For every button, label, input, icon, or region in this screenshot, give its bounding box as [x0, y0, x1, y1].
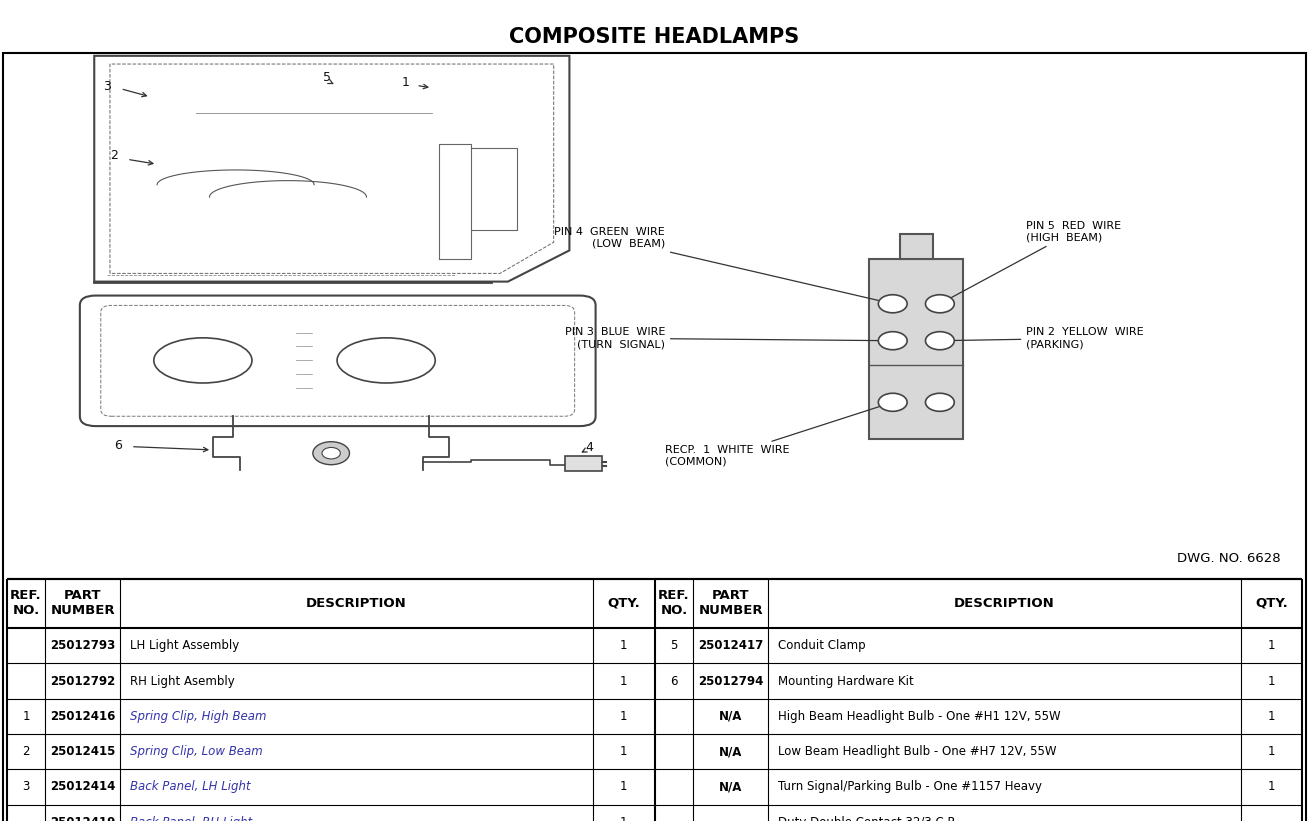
- Circle shape: [925, 295, 954, 313]
- Text: 25012419: 25012419: [50, 816, 115, 821]
- Text: 1: 1: [1268, 640, 1275, 652]
- Text: Mounting Hardware Kit: Mounting Hardware Kit: [779, 675, 914, 687]
- Text: 25012414: 25012414: [50, 781, 115, 793]
- Text: 6: 6: [114, 439, 122, 452]
- Bar: [901, 234, 932, 259]
- Text: Duty Double Contact 32/3 C.P.: Duty Double Contact 32/3 C.P.: [779, 816, 957, 821]
- Text: COMPOSITE HEADLAMPS: COMPOSITE HEADLAMPS: [509, 27, 800, 47]
- Text: 2: 2: [22, 745, 30, 758]
- Text: RH Light Asembly: RH Light Asembly: [131, 675, 236, 687]
- Text: 1: 1: [402, 76, 410, 89]
- Text: 1: 1: [620, 781, 627, 793]
- Text: Back Panel, RH Light: Back Panel, RH Light: [131, 816, 253, 821]
- Text: Spring Clip, High Beam: Spring Clip, High Beam: [131, 710, 267, 722]
- Text: REF.
NO.: REF. NO.: [658, 589, 690, 617]
- Text: QTY.: QTY.: [607, 597, 640, 610]
- Text: Spring Clip, Low Beam: Spring Clip, Low Beam: [131, 745, 263, 758]
- Text: Turn Signal/Parking Bulb - One #1157 Heavy: Turn Signal/Parking Bulb - One #1157 Hea…: [779, 781, 1042, 793]
- Circle shape: [925, 393, 954, 411]
- Text: 1: 1: [620, 640, 627, 652]
- Text: N/A: N/A: [719, 745, 742, 758]
- Text: 4: 4: [585, 441, 593, 454]
- Text: 25012794: 25012794: [698, 675, 763, 687]
- Text: 25012416: 25012416: [50, 710, 115, 722]
- Text: 1: 1: [620, 745, 627, 758]
- Text: PIN 3  BLUE  WIRE
(TURN  SIGNAL): PIN 3 BLUE WIRE (TURN SIGNAL): [564, 328, 889, 349]
- Text: 1: 1: [620, 675, 627, 687]
- Text: 25012792: 25012792: [50, 675, 115, 687]
- Text: LH Light Assembly: LH Light Assembly: [131, 640, 240, 652]
- Text: REF.
NO.: REF. NO.: [10, 589, 42, 617]
- Text: 1: 1: [1268, 745, 1275, 758]
- Text: 25012417: 25012417: [698, 640, 763, 652]
- Text: PIN 5  RED  WIRE
(HIGH  BEAM): PIN 5 RED WIRE (HIGH BEAM): [944, 221, 1122, 302]
- Text: DESCRIPTION: DESCRIPTION: [954, 597, 1055, 610]
- Text: QTY.: QTY.: [1255, 597, 1288, 610]
- Text: 5: 5: [670, 640, 678, 652]
- Text: 2: 2: [110, 149, 118, 163]
- Circle shape: [322, 447, 340, 459]
- Text: PART
NUMBER: PART NUMBER: [698, 589, 763, 617]
- Text: 25012415: 25012415: [50, 745, 115, 758]
- Text: N/A: N/A: [719, 781, 742, 793]
- Text: PIN 2  YELLOW  WIRE
(PARKING): PIN 2 YELLOW WIRE (PARKING): [944, 328, 1144, 349]
- Text: 5: 5: [323, 71, 331, 85]
- Bar: [565, 456, 602, 471]
- Circle shape: [925, 332, 954, 350]
- Circle shape: [313, 442, 350, 465]
- Text: PIN 4  GREEN  WIRE
(LOW  BEAM): PIN 4 GREEN WIRE (LOW BEAM): [554, 227, 889, 304]
- Text: 1: 1: [620, 816, 627, 821]
- Text: DWG. NO. 6628: DWG. NO. 6628: [1177, 552, 1280, 565]
- Text: High Beam Headlight Bulb - One #H1 12V, 55W: High Beam Headlight Bulb - One #H1 12V, …: [779, 710, 1062, 722]
- Circle shape: [878, 295, 907, 313]
- Text: DESCRIPTION: DESCRIPTION: [306, 597, 407, 610]
- Circle shape: [878, 393, 907, 411]
- Bar: [869, 259, 963, 439]
- Text: 1: 1: [1268, 781, 1275, 793]
- Text: 25012793: 25012793: [50, 640, 115, 652]
- Text: 1: 1: [1268, 675, 1275, 687]
- Text: 1: 1: [1268, 710, 1275, 722]
- Text: N/A: N/A: [719, 710, 742, 722]
- Text: PART
NUMBER: PART NUMBER: [50, 589, 115, 617]
- Text: Low Beam Headlight Bulb - One #H7 12V, 55W: Low Beam Headlight Bulb - One #H7 12V, 5…: [779, 745, 1056, 758]
- Text: Conduit Clamp: Conduit Clamp: [779, 640, 867, 652]
- Text: 3: 3: [103, 80, 111, 93]
- Text: 6: 6: [670, 675, 678, 687]
- Text: 1: 1: [620, 710, 627, 722]
- Text: 3: 3: [22, 781, 30, 793]
- Text: RECP.  1  WHITE  WIRE
(COMMON): RECP. 1 WHITE WIRE (COMMON): [665, 403, 889, 466]
- Text: Back Panel, LH Light: Back Panel, LH Light: [131, 781, 251, 793]
- Text: 1: 1: [22, 710, 30, 722]
- Circle shape: [878, 332, 907, 350]
